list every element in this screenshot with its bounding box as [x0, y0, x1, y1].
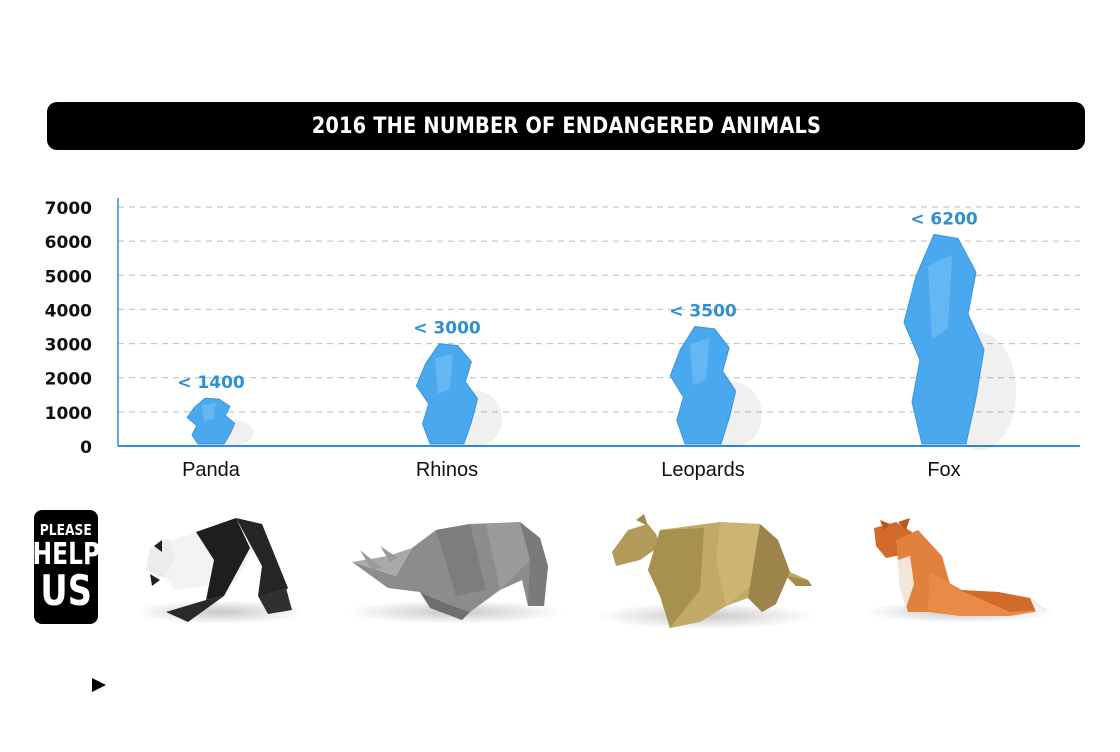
origami-animals — [135, 514, 1055, 629]
panda-origami-icon — [135, 518, 305, 624]
y-tick-label: 1000 — [45, 404, 92, 424]
x-category-label: Leopards — [661, 459, 744, 481]
badge-line-help: HELP — [32, 536, 100, 572]
data-label: < 6200 — [910, 209, 978, 229]
badge-line-please: PLEASE — [39, 520, 93, 539]
data-label: < 3000 — [413, 319, 481, 339]
y-tick-label: 7000 — [45, 199, 92, 219]
bar-fox — [903, 233, 985, 445]
y-tick-label: 6000 — [45, 233, 92, 253]
please-help-us-badge: PLEASE HELP US — [32, 510, 100, 624]
bar-leopards — [669, 326, 737, 445]
bar-rhinos — [415, 343, 479, 445]
title-bar: 2016 THE NUMBER OF ENDANGERED ANIMALS — [47, 102, 1085, 150]
y-tick-label: 4000 — [45, 301, 92, 321]
chart-title: 2016 THE NUMBER OF ENDANGERED ANIMALS — [311, 113, 821, 139]
bar-highlight — [434, 353, 454, 394]
rhino-origami-icon — [345, 522, 565, 624]
fox-origami-icon — [865, 518, 1055, 623]
chart: 0 1000 2000 3000 4000 5000 6000 7000 < 1400 Panda… — [45, 198, 1080, 481]
y-tick-label: 2000 — [45, 370, 92, 390]
bar-highlight — [689, 338, 710, 386]
data-label: < 1400 — [177, 373, 245, 393]
bar-highlight — [201, 402, 216, 422]
bar-highlight — [928, 255, 952, 340]
x-category-label: Rhinos — [416, 459, 478, 481]
leopard-origami-icon — [595, 514, 815, 629]
play-arrow-icon[interactable] — [92, 678, 106, 692]
y-tick-label: 0 — [80, 438, 92, 458]
y-tick-label: 5000 — [45, 267, 92, 287]
x-category-label: Panda — [182, 459, 241, 481]
y-tick-label: 3000 — [45, 336, 92, 356]
data-label: < 3500 — [669, 302, 737, 322]
x-category-label: Fox — [927, 459, 960, 481]
bar-panda — [186, 397, 236, 445]
badge-line-us: US — [40, 565, 92, 615]
